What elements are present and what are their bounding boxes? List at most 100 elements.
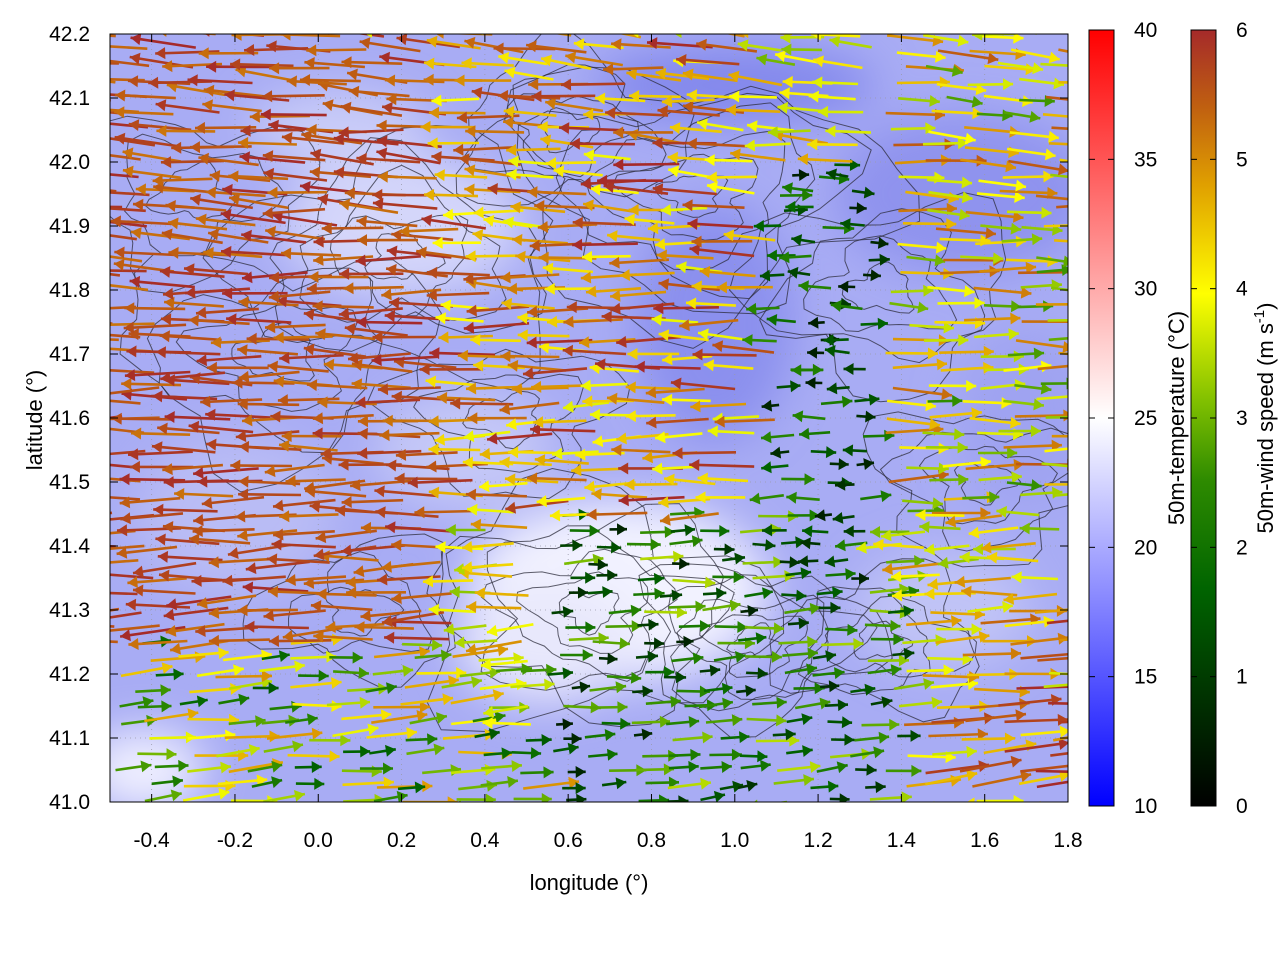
x-tick-label: 0.8 — [637, 829, 666, 852]
wind-arrow-head — [55, 561, 66, 573]
wind-arrow-shaft — [45, 530, 98, 532]
y-tick-label: 42.2 — [49, 23, 90, 46]
wind-arrow-shaft — [64, 495, 109, 498]
y-tick-label: 41.4 — [49, 535, 90, 558]
wind-arrow-head — [586, 22, 597, 34]
wind-arrow-shaft — [566, 804, 607, 812]
wind-arrow-shaft — [136, 26, 179, 34]
wind-arrow-head — [85, 73, 95, 85]
wind-arrow-head — [45, 242, 55, 254]
wind-arrow-head — [73, 586, 83, 598]
colorbar-tick-label: 5 — [1236, 148, 1248, 171]
colorbar-tick-label: 1 — [1236, 666, 1248, 689]
wind-arrow-shaft — [739, 32, 793, 34]
wind-arrow-head — [320, 23, 331, 35]
wind-arrow-shaft — [57, 206, 122, 207]
wind-speed-colorbar-label-sup: -1 — [1251, 310, 1268, 323]
wind-arrow-shaft — [60, 577, 110, 581]
wind-arrow-shaft — [96, 324, 155, 325]
wind-arrow-shaft — [55, 431, 102, 436]
wind-arrow-head — [92, 131, 103, 143]
wind-arrow-head — [83, 116, 94, 128]
wind-arrow-head — [707, 805, 718, 817]
wind-arrow-head — [83, 248, 94, 260]
wind-arrow-head — [98, 388, 109, 400]
wind-arrow-head — [52, 685, 62, 697]
wind-arrow-head — [515, 22, 526, 34]
x-tick-label: 0.0 — [304, 829, 333, 852]
wind-arrow-shaft — [990, 803, 1041, 810]
colorbar-tick-label: 30 — [1134, 278, 1157, 301]
wind-arrow-shaft — [54, 184, 116, 191]
wind-arrow-shaft — [671, 32, 713, 33]
wind-arrow-head — [79, 393, 90, 405]
wind-arrow-shaft — [549, 24, 596, 33]
wind-arrow-shaft — [61, 461, 104, 465]
y-tick-label: 41.3 — [49, 599, 90, 622]
wind-arrow-head — [88, 568, 98, 580]
wind-arrow-shaft — [1044, 225, 1096, 227]
wind-speed-colorbar-label-close: ) — [1253, 303, 1278, 310]
wind-arrow-head — [78, 328, 88, 340]
wind-arrow-shaft — [399, 27, 450, 31]
plot-area — [45, 20, 1129, 817]
wind-arrow-head — [82, 449, 93, 461]
wind-arrow-head — [99, 625, 110, 637]
wind-arrow-shaft — [57, 640, 118, 642]
wind-arrow-head — [61, 456, 72, 468]
wind-arrow-head — [82, 201, 92, 213]
x-tick-label: 1.2 — [803, 829, 832, 852]
colorbar-tick-label: 35 — [1134, 148, 1157, 171]
wind-arrow-shaft — [1048, 320, 1091, 321]
wind-arrow-head — [57, 200, 67, 212]
wind-arrow-head — [101, 24, 111, 36]
wind-arrow-shaft — [66, 145, 108, 146]
wind-arrow-shaft — [890, 803, 935, 811]
x-tick-label: -0.2 — [217, 829, 253, 852]
x-axis-label: longitude (°) — [530, 870, 649, 895]
wind-arrow-head — [53, 247, 64, 259]
y-tick-label: 42.0 — [49, 151, 90, 174]
wind-arrow-head — [57, 634, 67, 646]
y-tick-label: 41.5 — [49, 471, 90, 494]
y-tick-label: 41.6 — [49, 407, 90, 430]
wind-arrow-shaft — [82, 270, 147, 271]
wind-arrow-shaft — [64, 658, 103, 662]
y-axis-label: latitude (°) — [22, 370, 47, 471]
wind-arrow-head — [51, 312, 62, 324]
wind-arrow-head — [46, 173, 56, 185]
wind-arrow-shaft — [63, 369, 110, 372]
wind-arrow-head — [1076, 332, 1087, 344]
colorbar-tick-label: 0 — [1236, 795, 1248, 818]
wind-arrow-head — [56, 57, 66, 69]
y-tick-label: 42.1 — [49, 87, 90, 110]
y-tick-label: 41.8 — [49, 279, 90, 302]
wind-arrow-head — [1069, 266, 1079, 278]
wind-arrow-shaft — [262, 805, 305, 806]
colorbar-tick-label: 40 — [1134, 19, 1157, 42]
wind-arrow-shaft — [47, 306, 102, 308]
wind-arrow-shaft — [56, 386, 101, 388]
wind-arrow-shaft — [51, 317, 113, 324]
x-tick-label: 1.6 — [970, 829, 999, 852]
wind-arrow-head — [688, 22, 699, 34]
wind-arrow-shaft — [994, 29, 1037, 33]
x-tick-label: -0.4 — [134, 829, 171, 852]
wind-arrow-shaft — [451, 804, 491, 807]
wind-arrow-head — [566, 804, 577, 816]
wind-arrow-head — [96, 319, 106, 331]
y-tick-label: 41.9 — [49, 215, 90, 238]
wind-arrow-shaft — [55, 562, 98, 568]
wind-arrow-shaft — [748, 802, 787, 807]
wind-arrow-head — [549, 20, 560, 32]
wind-arrow-shaft — [60, 127, 101, 128]
wind-arrow-head — [57, 263, 68, 275]
wind-arrow-head — [890, 803, 901, 815]
wind-arrow-head — [56, 381, 66, 393]
wind-arrow-head — [399, 22, 410, 34]
colorbar-tick-label: 3 — [1236, 407, 1248, 430]
colorbar-tick-label: 10 — [1134, 795, 1157, 818]
